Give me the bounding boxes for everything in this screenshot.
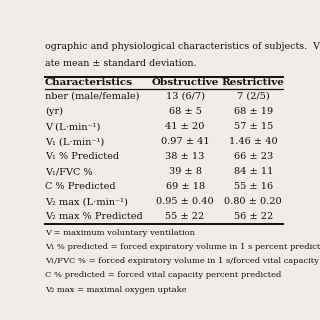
- Text: 0.80 ± 0.20: 0.80 ± 0.20: [224, 197, 282, 206]
- Text: 0.97 ± 41: 0.97 ± 41: [161, 137, 209, 146]
- Text: nber (male/female): nber (male/female): [45, 92, 140, 101]
- Text: V (L·min⁻¹): V (L·min⁻¹): [45, 122, 100, 131]
- Text: ate mean ± standard deviation.: ate mean ± standard deviation.: [45, 59, 196, 68]
- Text: V₁ % Predicted: V₁ % Predicted: [45, 152, 119, 161]
- Text: V = maximum voluntary ventilation: V = maximum voluntary ventilation: [45, 229, 195, 237]
- Text: 66 ± 23: 66 ± 23: [234, 152, 273, 161]
- Text: 56 ± 22: 56 ± 22: [234, 212, 273, 221]
- Text: C % Predicted: C % Predicted: [45, 182, 116, 191]
- Text: Obstructive: Obstructive: [151, 78, 219, 87]
- Text: 55 ± 22: 55 ± 22: [165, 212, 205, 221]
- Text: 55 ± 16: 55 ± 16: [234, 182, 273, 191]
- Text: 39 ± 8: 39 ± 8: [169, 167, 202, 176]
- Text: 13 (6/7): 13 (6/7): [165, 92, 204, 101]
- Text: 7 (2/5): 7 (2/5): [237, 92, 270, 101]
- Text: V₂ max = maximal oxygen uptake: V₂ max = maximal oxygen uptake: [45, 285, 187, 293]
- Text: 57 ± 15: 57 ± 15: [234, 122, 273, 131]
- Text: 38 ± 13: 38 ± 13: [165, 152, 205, 161]
- Text: Characteristics: Characteristics: [45, 78, 133, 87]
- Text: 84 ± 11: 84 ± 11: [234, 167, 273, 176]
- Text: C % predicted = forced vital capacity percent predicted: C % predicted = forced vital capacity pe…: [45, 271, 281, 279]
- Text: V₁ % predicted = forced expiratory volume in 1 s percent predicted: V₁ % predicted = forced expiratory volum…: [45, 244, 320, 252]
- Text: 41 ± 20: 41 ± 20: [165, 122, 205, 131]
- Text: V₂ max (L·min⁻¹): V₂ max (L·min⁻¹): [45, 197, 128, 206]
- Text: 0.95 ± 0.40: 0.95 ± 0.40: [156, 197, 214, 206]
- Text: 1.46 ± 40: 1.46 ± 40: [229, 137, 277, 146]
- Text: V₁/FVC %: V₁/FVC %: [45, 167, 92, 176]
- Text: 69 ± 18: 69 ± 18: [165, 182, 205, 191]
- Text: V₁/FVC % = forced expiratory volume in 1 s/forced vital capacity ratio: V₁/FVC % = forced expiratory volume in 1…: [45, 258, 320, 266]
- Text: (yr): (yr): [45, 107, 63, 116]
- Text: 68 ± 19: 68 ± 19: [234, 107, 273, 116]
- Text: ographic and physiological characteristics of subjects.  V: ographic and physiological characteristi…: [45, 42, 320, 51]
- Text: V₂ max % Predicted: V₂ max % Predicted: [45, 212, 143, 221]
- Text: 68 ± 5: 68 ± 5: [169, 107, 202, 116]
- Text: Restrictive: Restrictive: [222, 78, 285, 87]
- Text: V₁ (L·min⁻¹): V₁ (L·min⁻¹): [45, 137, 104, 146]
